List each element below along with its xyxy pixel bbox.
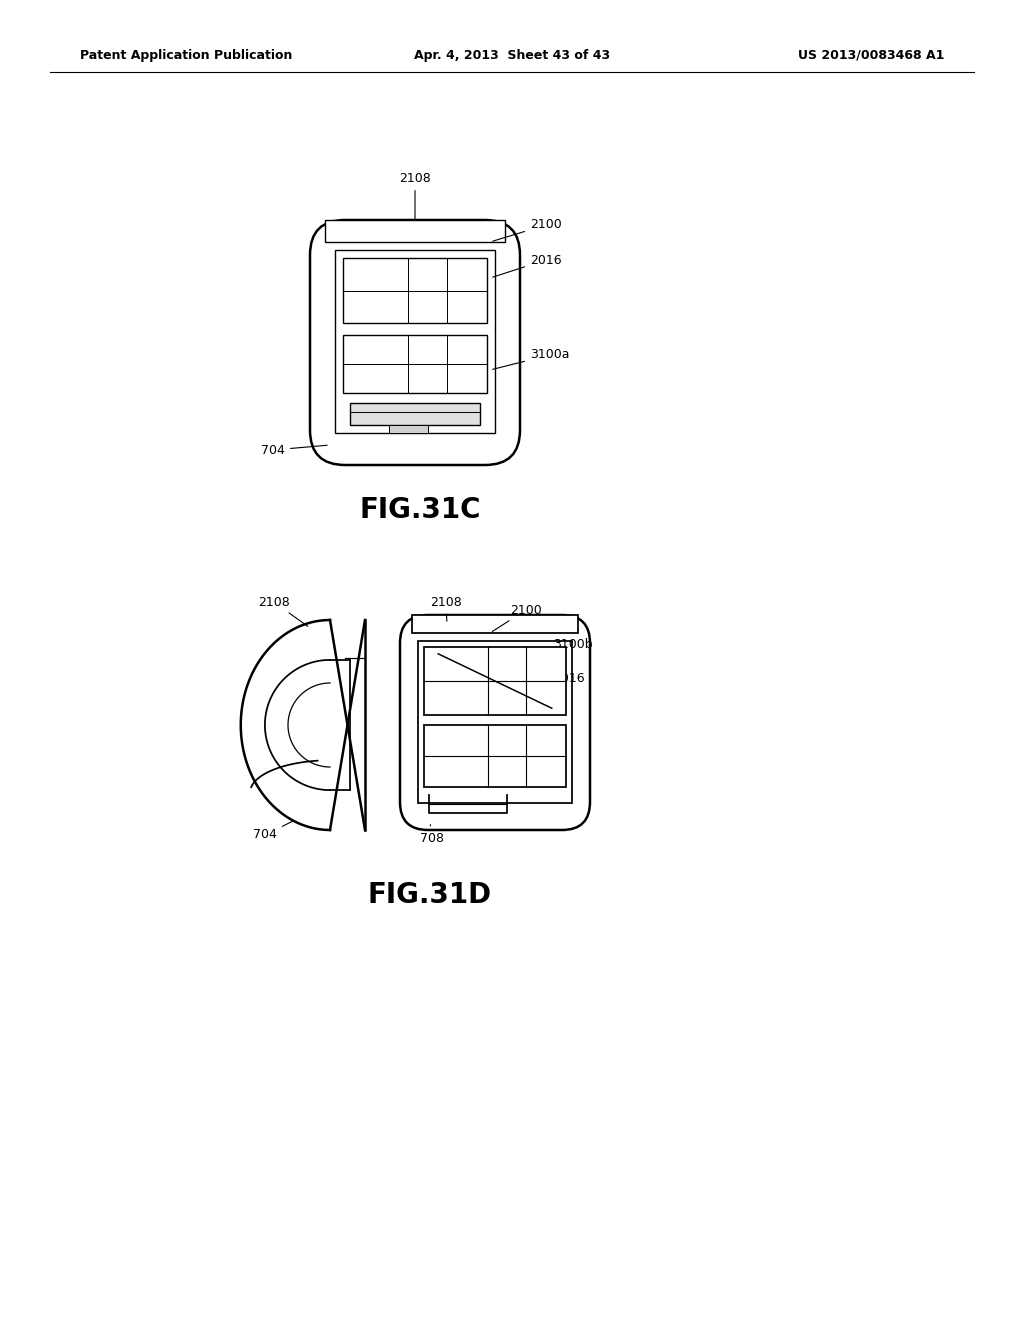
Text: 2108: 2108 [430,595,462,622]
Text: Patent Application Publication: Patent Application Publication [80,49,293,62]
Text: US 2013/0083468 A1: US 2013/0083468 A1 [798,49,944,62]
Text: 2108: 2108 [399,172,431,219]
Bar [335,249,495,433]
Text: 704: 704 [261,444,328,457]
Text: 704: 704 [253,821,293,842]
Text: FIG.31D: FIG.31D [368,880,493,909]
Bar [412,615,578,634]
Text: 2016: 2016 [553,672,585,692]
FancyBboxPatch shape [310,220,520,465]
Bar [418,642,572,803]
Bar [343,335,487,393]
Text: 2100: 2100 [493,219,562,242]
Bar [389,425,428,433]
Text: 2108: 2108 [258,595,308,627]
Bar [350,403,480,425]
Text: 2100: 2100 [493,603,542,631]
Bar [325,220,505,242]
FancyBboxPatch shape [400,615,590,830]
Text: Apr. 4, 2013  Sheet 43 of 43: Apr. 4, 2013 Sheet 43 of 43 [414,49,610,62]
Bar [424,725,566,787]
Text: 3100b: 3100b [513,639,593,664]
Text: 3100a: 3100a [493,348,569,370]
Bar [343,257,487,323]
Bar [424,647,566,715]
Text: FIG.31C: FIG.31C [359,496,480,524]
Text: 708: 708 [420,825,444,845]
Text: 2016: 2016 [493,253,561,277]
